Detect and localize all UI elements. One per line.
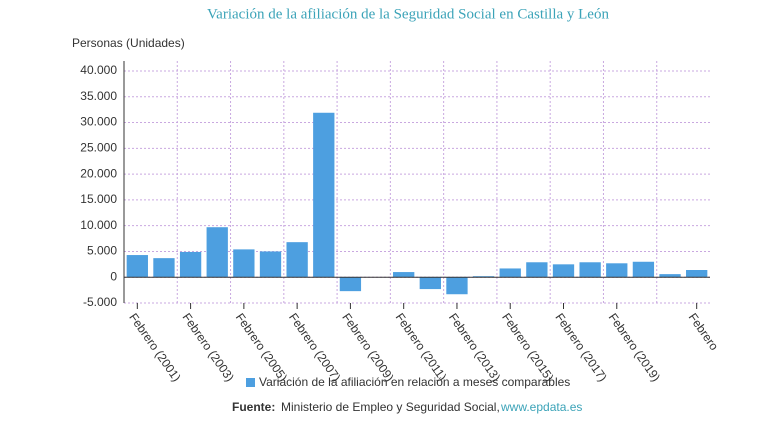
bar [313, 112, 335, 278]
y-tick-label: 5.000 [87, 244, 117, 258]
y-tick-label: 20.000 [80, 166, 117, 180]
bar [579, 262, 601, 278]
bar [499, 268, 521, 278]
source-link[interactable]: www.epdata.es [500, 400, 582, 414]
x-tick-label: Febrero (2007) [286, 311, 343, 385]
legend-swatch [246, 378, 255, 387]
y-tick-label: 0 [110, 269, 117, 283]
y-tick-label: 10.000 [80, 218, 117, 232]
y-tick-label: 30.000 [80, 115, 117, 129]
x-tick-label: Febrero (2017) [552, 311, 609, 385]
bar [259, 251, 282, 278]
bar [233, 249, 255, 278]
x-tick-label: Febrero [686, 311, 722, 354]
y-tick-label: 35.000 [80, 89, 117, 103]
legend-label: Variación de la afiliación en relación a… [259, 375, 570, 389]
bar [393, 272, 415, 278]
y-tick-label: 15.000 [80, 192, 117, 206]
x-tick-label: Febrero (2003) [180, 311, 237, 385]
bar [472, 276, 495, 278]
bar [179, 251, 202, 278]
x-tick-label: Febrero (2009) [339, 311, 396, 385]
bar [206, 227, 228, 278]
bar [526, 262, 548, 278]
y-axis-label: Personas (Unidades) [72, 36, 185, 50]
x-tick-label: Febrero (2019) [606, 311, 663, 385]
bar [153, 258, 175, 278]
bar [126, 255, 148, 278]
bar [552, 264, 575, 278]
bar [659, 274, 681, 278]
bar [286, 242, 308, 278]
bar [339, 277, 362, 292]
x-tick-label: Febrero (2001) [126, 311, 183, 385]
x-tick-label: Febrero (2005) [233, 311, 290, 385]
bar [419, 277, 441, 290]
bar [606, 263, 628, 278]
source: Ministerio de Empleo y Seguridad Social, [281, 400, 500, 414]
y-tick-label: 25.000 [80, 141, 117, 155]
x-tick-label: Febrero (2015) [499, 311, 556, 385]
chart-title: Variación de la afiliación de la Segurid… [207, 6, 609, 22]
bar [632, 261, 655, 278]
y-tick-label: 40.000 [80, 63, 117, 77]
x-tick-label: Febrero (2013) [446, 311, 503, 385]
bar [686, 270, 708, 278]
x-tick-label: Febrero (2011) [393, 311, 450, 384]
bar [446, 277, 468, 295]
source-label: Fuente: [232, 400, 275, 414]
y-tick-label: -5.000 [83, 295, 117, 309]
